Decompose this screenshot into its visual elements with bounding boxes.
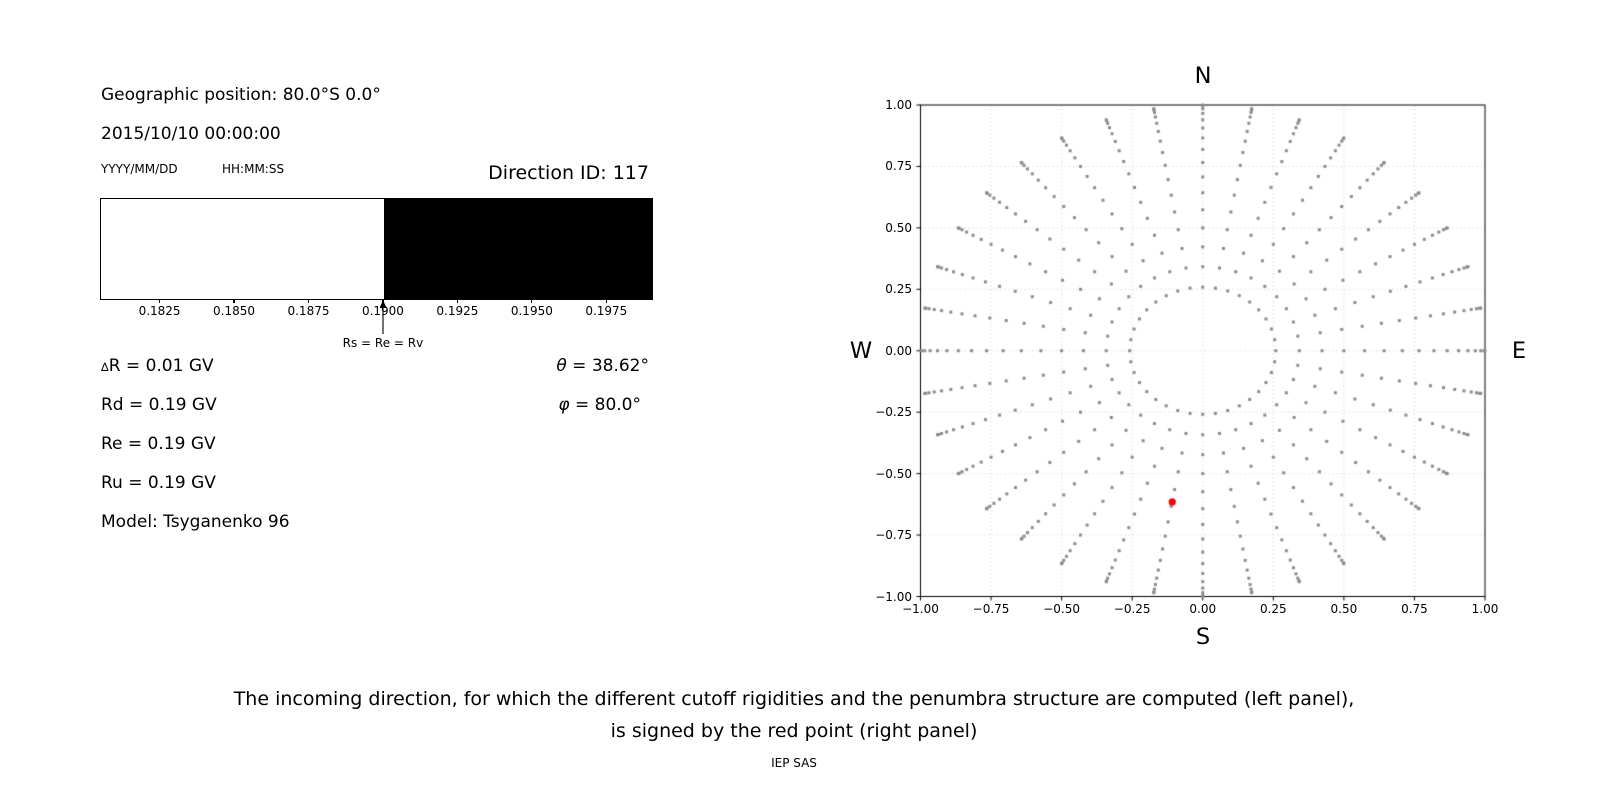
caption-line-2: is signed by the red point (right panel)	[610, 720, 978, 742]
scatter-x-tick-label: 0.75	[1401, 602, 1428, 616]
penumbra-forbidden-region	[383, 199, 652, 299]
phi-symbol: φ	[558, 395, 570, 415]
delta-symbol: ∆	[101, 360, 109, 374]
scatter-y-tick-label: 1.00	[885, 98, 912, 112]
geographic-position-label: Geographic position: 80.0°S 0.0°	[101, 85, 381, 105]
penumbra-tick	[605, 299, 607, 303]
scatter-x-tick-label: −0.25	[1113, 602, 1151, 616]
rd-value: Rd = 0.19 GV	[101, 395, 217, 415]
penumbra-bar	[100, 198, 653, 300]
caption-line-1: The incoming direction, for which the di…	[233, 688, 1355, 710]
penumbra-tick-label: 0.1925	[436, 304, 479, 318]
direction-id-label: Direction ID: 117	[488, 162, 649, 184]
scatter-x-tick-label: 1.00	[1471, 602, 1499, 616]
model-label: Model: Tsyganenko 96	[101, 512, 290, 532]
phi-text: = 80.0°	[569, 395, 641, 415]
penumbra-tick-label: 0.1850	[213, 304, 256, 318]
theta-text: = 38.62°	[566, 356, 649, 376]
scatter-x-tick-label: −0.50	[1043, 602, 1081, 616]
rs-arrow-icon	[379, 300, 387, 334]
scatter-x-tick-label: −0.75	[972, 602, 1010, 616]
scatter-x-tick-label: 0.25	[1259, 602, 1287, 616]
scatter-y-tick-label: 0.50	[885, 220, 912, 235]
phi-value: φ = 80.0°	[558, 395, 641, 415]
theta-symbol: θ	[556, 356, 567, 376]
date-format-label: YYYY/MM/DD	[101, 162, 178, 176]
scatter-y-tick-label: −0.75	[875, 528, 912, 543]
penumbra-tick	[531, 299, 533, 303]
penumbra-tick-label: 0.1875	[287, 304, 330, 318]
penumbra-tick-label: 0.1975	[585, 304, 628, 318]
penumbra-tick	[158, 299, 161, 303]
scatter-x-tick-label: 0.00	[1189, 602, 1217, 616]
delta-r-text: R = 0.01 GV	[108, 356, 214, 376]
scatter-y-tick-label: 0.75	[885, 159, 912, 174]
compass-east-label: E	[1511, 338, 1527, 364]
penumbra-tick	[233, 299, 235, 303]
re-value: Re = 0.19 GV	[101, 434, 216, 454]
scatter-y-tick-label: −0.50	[875, 466, 912, 481]
compass-west-label: W	[849, 338, 873, 364]
datetime-value: 2015/10/10 00:00:00	[101, 124, 281, 144]
penumbra-tick	[307, 299, 310, 303]
scatter-y-tick-label: 0.00	[885, 343, 912, 358]
scatter-x-tick-label: 0.50	[1330, 602, 1358, 616]
rs-annotation-label: Rs = Re = Rv	[342, 336, 424, 350]
delta-r-value: ∆R = 0.01 GV	[101, 356, 214, 377]
theta-value: θ = 38.62°	[556, 356, 649, 376]
compass-north-label: N	[1194, 63, 1212, 89]
ru-value: Ru = 0.19 GV	[101, 473, 216, 493]
scatter-x-tick-label: −1.00	[902, 602, 939, 616]
penumbra-tick-label: 0.1950	[510, 304, 553, 318]
scatter-y-tick-label: −0.25	[875, 405, 912, 420]
scatter-y-tick-label: 0.25	[885, 282, 912, 297]
direction-scatter-plot	[900, 95, 1500, 625]
penumbra-tick	[456, 299, 458, 303]
compass-south-label: S	[1195, 624, 1211, 650]
credit-label: IEP SAS	[771, 756, 817, 770]
penumbra-tick-label: 0.1825	[138, 304, 181, 318]
time-format-label: HH:MM:SS	[222, 162, 285, 176]
scatter-y-tick-label: −1.00	[875, 589, 912, 604]
